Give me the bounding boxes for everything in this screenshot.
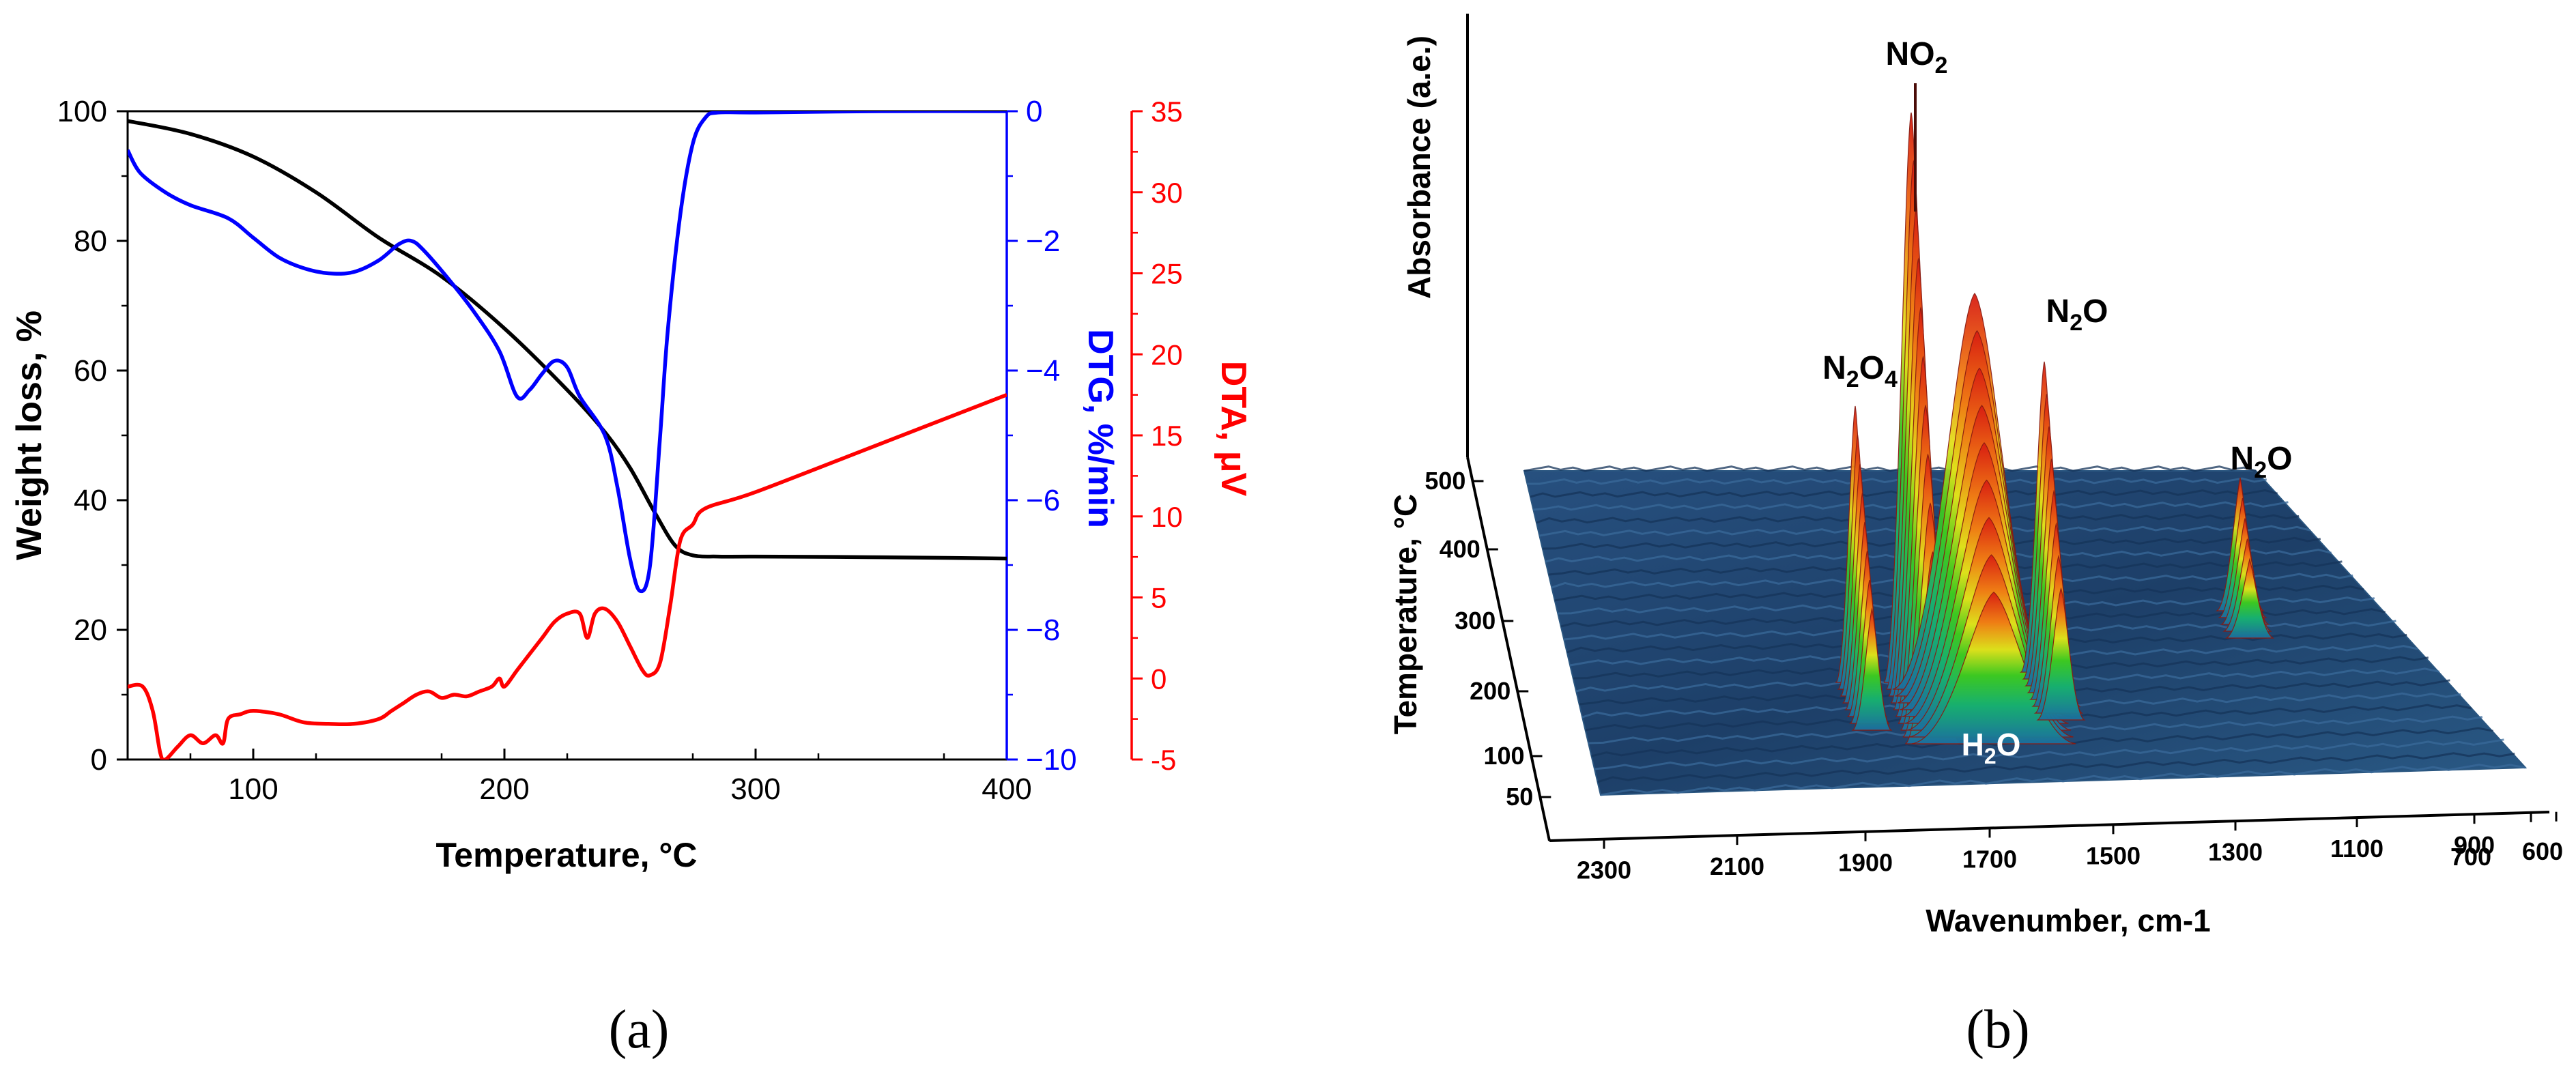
annotation-n2o4: N2O4 <box>1822 350 1898 392</box>
surface-peak <box>2224 558 2275 639</box>
wavenumber-tick-label: 1100 <box>2330 835 2384 863</box>
dta-tick-label: 30 <box>1151 177 1183 209</box>
wavenumber-tick-label: 600 <box>2522 837 2563 865</box>
surface-ridge <box>1600 764 2526 796</box>
wavenumber-tick-label: 1300 <box>2208 838 2263 866</box>
wavenumber-axis-label: Wavenumber, cm-1 <box>1926 903 2211 938</box>
dtg-axis: 0 −2 −4 −6 −8 −10 <box>1005 95 1077 777</box>
dtg-line <box>128 111 1007 594</box>
weight-tick-label: 60 <box>74 354 107 388</box>
dta-line <box>128 393 1007 760</box>
surface-ridge <box>1523 465 2257 472</box>
x-tick-label: 400 <box>982 772 1031 806</box>
ann-n2o4-sub: 2 <box>1846 366 1859 392</box>
temperature-tick-label: 500 <box>1425 467 1465 495</box>
weight-tick-label: 40 <box>74 484 107 517</box>
z-axis-label: Absorbance (a.e.) <box>1401 35 1437 299</box>
surface-ridge <box>1527 477 2267 485</box>
wavenumber-tick-label: 1900 <box>1838 849 1893 877</box>
weight-loss-line <box>128 119 1007 561</box>
ann-n2o1-sub: 2 <box>2070 310 2083 336</box>
panel-b-chart: 50 100 200 300 400 500 2300 2100 1900 1700 1500 13… <box>1388 14 2563 938</box>
dta-tick-label: 0 <box>1151 663 1167 695</box>
temperature-axis: 50 100 200 300 400 500 <box>1425 467 1551 811</box>
dta-tick-label: 10 <box>1151 501 1183 533</box>
ann-n2o2-base: N <box>2231 441 2255 477</box>
temperature-tick-label: 300 <box>1455 607 1495 635</box>
x-tick-label: 100 <box>228 772 278 806</box>
annotation-n2o-1: N2O <box>2046 293 2108 336</box>
series-group <box>128 111 1007 760</box>
ann-h2o-base: H <box>1962 727 1984 762</box>
ann-h2o-sub: 2 <box>1984 744 1997 768</box>
ann-n2o4-sub2: 4 <box>1885 366 1898 392</box>
dtg-tick-label: −6 <box>1026 484 1060 517</box>
dta-tick-label: 15 <box>1151 420 1183 452</box>
temperature-tick-label: 100 <box>1483 742 1524 770</box>
ann-n2o1-tail: O <box>2083 293 2108 330</box>
x-tick-label: 300 <box>730 772 780 806</box>
weight-tick-label: 20 <box>74 613 107 647</box>
x-tick-label: 200 <box>479 772 529 806</box>
dta-axis-label: DTA, μV <box>1214 361 1253 497</box>
x-axis: 100 200 300 400 <box>189 749 1032 806</box>
weight-tick-label: 0 <box>91 743 107 777</box>
ann-n2o4-base: N <box>1822 350 1846 386</box>
temperature-tick-label: 400 <box>1440 535 1480 563</box>
annotation-h2o: H2O <box>1962 727 2021 768</box>
dta-tick-label: 35 <box>1151 96 1183 128</box>
dtg-tick-label: −8 <box>1026 613 1060 647</box>
dtg-axis-label: DTG, %/min <box>1081 329 1120 528</box>
ann-no2-base: NO <box>1886 36 1935 72</box>
weight-tick-label: 100 <box>57 95 107 128</box>
ann-h2o-tail: O <box>1997 727 2021 762</box>
wavenumber-tick-label: 1500 <box>2086 841 2141 869</box>
wavenumber-tick-label: 1700 <box>1962 845 2017 873</box>
dtg-tick-label: 0 <box>1026 95 1042 128</box>
dtg-tick-label: −2 <box>1026 225 1060 258</box>
annotation-n2o-2: N2O <box>2231 441 2293 483</box>
weight-axis-label: Weight loss, % <box>10 310 49 560</box>
ann-n2o2-sub: 2 <box>2254 457 2267 483</box>
wavenumber-tick-label: 900 <box>2454 831 2495 859</box>
ann-n2o1-base: N <box>2046 293 2070 330</box>
panel-label-a: (a) <box>609 1000 670 1060</box>
wavenumber-tick-label: 2100 <box>1710 852 1764 880</box>
x-axis-line <box>1549 811 2550 842</box>
temperature-tick-label: 50 <box>1506 783 1533 811</box>
y-axis-line <box>1466 457 1551 841</box>
dta-tick-label: -5 <box>1151 744 1176 776</box>
dtg-tick-label: −10 <box>1026 743 1077 777</box>
ann-no2-sub: 2 <box>1935 53 1948 78</box>
dta-axis: 35 30 25 20 15 10 5 0 -5 <box>1130 96 1183 776</box>
plot-area-frame <box>126 110 1008 761</box>
dta-tick-label: 25 <box>1151 258 1183 290</box>
x-axis-label: Temperature, °C <box>435 836 697 874</box>
ann-n2o4-tail: O <box>1859 350 1885 386</box>
temperature-axis-label: Temperature, °C <box>1388 494 1423 734</box>
surface-ridge <box>1594 738 2504 770</box>
dta-tick-label: 20 <box>1151 338 1183 371</box>
surface-peaks <box>1835 83 2275 744</box>
annotation-no2: NO2 <box>1886 36 1948 78</box>
weight-axis: 0 20 40 60 80 100 <box>57 95 128 777</box>
wavenumber-tick-label: 700 <box>2450 843 2491 871</box>
weight-tick-label: 80 <box>74 225 107 258</box>
wavenumber-tick-label: 2300 <box>1577 856 1631 884</box>
panel-label-b: (b) <box>1966 1000 2029 1060</box>
surface-peak <box>1851 607 1893 731</box>
dtg-tick-label: −4 <box>1026 354 1060 388</box>
surface-ridge <box>1597 752 2515 783</box>
temperature-tick-label: 200 <box>1470 677 1511 705</box>
surface-peak <box>2036 587 2086 721</box>
dta-tick-label: 5 <box>1151 582 1167 614</box>
ann-n2o2-tail: O <box>2267 441 2292 477</box>
